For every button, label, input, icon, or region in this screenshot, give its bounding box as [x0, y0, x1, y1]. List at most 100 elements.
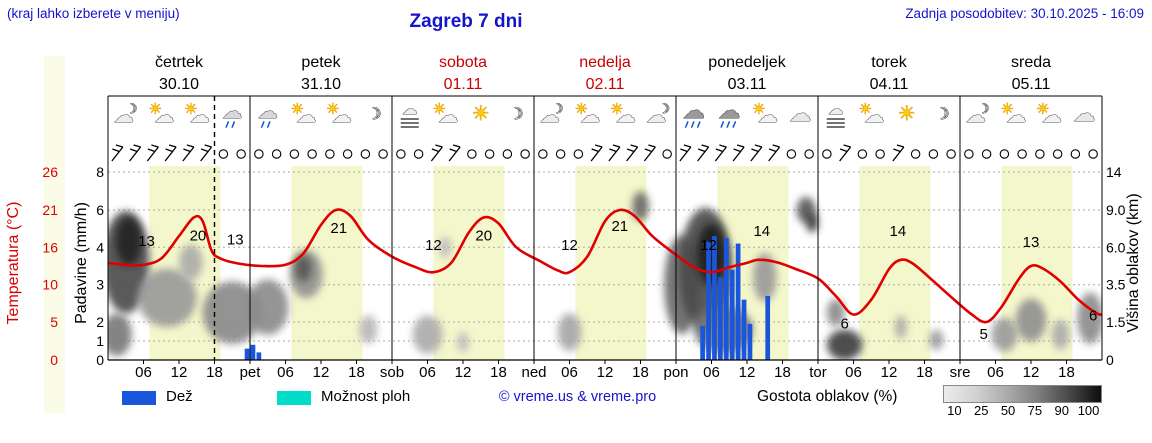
- day-date: 03.11: [728, 76, 767, 93]
- svg-text:6: 6: [96, 202, 104, 218]
- wind-barb-icon: [750, 144, 763, 162]
- svg-text:☁: ☁: [540, 105, 560, 127]
- svg-text:8: 8: [96, 164, 104, 180]
- wind-barb-icon: [732, 144, 745, 162]
- calm-wind-icon: [360, 149, 371, 159]
- wind-barb-icon: [200, 144, 213, 162]
- day-headers: četrtek 30.10 petek 31.10 sobota 01.11 nedelja…: [155, 54, 1051, 93]
- calm-wind-icon: [875, 149, 885, 159]
- svg-text:☽: ☽: [126, 101, 138, 116]
- calm-wind-icon: [1017, 149, 1027, 159]
- sun-cloud-icon: ☀☁: [1000, 101, 1027, 128]
- day-date: 04.11: [870, 76, 909, 93]
- cloud-density-tick: 50: [1000, 403, 1016, 418]
- rain-bars: [244, 236, 771, 360]
- cloud-density-tick: 90: [1054, 403, 1069, 418]
- calm-wind-icon: [467, 149, 477, 159]
- svg-text:☁: ☁: [190, 105, 210, 127]
- svg-text:18: 18: [632, 364, 649, 381]
- wind-barb-icon: [590, 144, 603, 162]
- calm-wind-icon: [573, 149, 584, 159]
- day-name: sreda: [1011, 54, 1051, 71]
- temperature-labels: 13 20 13 21 12 20 12 21 12 14 6 14 5 13 6: [138, 218, 1097, 343]
- svg-text:☁: ☁: [580, 105, 600, 127]
- svg-text:☀: ☀: [898, 103, 916, 125]
- wind-barb-icon: [608, 144, 621, 162]
- svg-text:13: 13: [227, 232, 244, 249]
- svg-text:☁: ☁: [222, 101, 242, 123]
- moon-cloud-icon: ☽☁: [113, 101, 138, 128]
- sun-cloud-icon: ☀☁: [290, 101, 317, 128]
- svg-text:☀: ☀: [610, 101, 623, 118]
- svg-text:1: 1: [96, 333, 104, 349]
- calm-wind-icon: [325, 149, 335, 159]
- svg-text:☁: ☁: [646, 105, 666, 127]
- cloud-rain-icon: ☁: [257, 101, 278, 128]
- calm-wind-icon: [342, 149, 353, 159]
- svg-text:pon: pon: [663, 364, 688, 381]
- rain-legend-swatch: [122, 391, 156, 405]
- calm-wind-icon: [396, 149, 406, 159]
- svg-text:18: 18: [774, 364, 791, 381]
- sun-cloud-icon: ☀☁: [184, 101, 211, 128]
- rain-legend-label: Dež: [166, 388, 193, 405]
- calm-wind-icon: [484, 149, 495, 159]
- cloud-density-tick: 100: [1077, 403, 1100, 418]
- wind-barb-icon: [643, 144, 656, 162]
- svg-text:☁: ☁: [1042, 105, 1062, 127]
- svg-text:☀: ☀: [184, 101, 197, 118]
- svg-text:06: 06: [277, 364, 294, 381]
- svg-text:12: 12: [597, 364, 614, 381]
- wind-barb-icon: [679, 144, 692, 162]
- svg-text:☁: ☁: [1006, 105, 1026, 127]
- credit-link[interactable]: © vreme.us & vreme.pro: [498, 389, 657, 405]
- calm-wind-icon: [662, 149, 672, 159]
- calm-wind-icon: [857, 149, 868, 159]
- svg-text:18: 18: [348, 364, 365, 381]
- calm-wind-icon: [236, 149, 246, 159]
- svg-text:0: 0: [1106, 352, 1114, 368]
- svg-text:0: 0: [50, 352, 58, 368]
- svg-text:☀: ☀: [291, 101, 304, 118]
- svg-text:20: 20: [475, 227, 492, 244]
- svg-text:12: 12: [171, 364, 188, 381]
- cloud-icon: ☁: [1073, 101, 1096, 127]
- svg-text:18: 18: [1058, 364, 1075, 381]
- calm-wind-icon: [555, 149, 566, 159]
- calm-wind-icon: [502, 149, 513, 159]
- svg-text:06: 06: [987, 364, 1004, 381]
- svg-text:☁: ☁: [258, 101, 278, 123]
- calm-wind-icon: [999, 149, 1010, 159]
- temperature-curve: [108, 208, 1102, 324]
- svg-text:Padavine (mm/h): Padavine (mm/h): [73, 202, 90, 324]
- weather-icons-row: ☽☁ ☀☁ ☀☁ ☁ ☁ ☀☁ ☀☁ ☽ ☁ ☀☁ ☀ ☽ ☽☁ ☀☁ ☀☁ ☽☁ ☁ ☁ ☀☁ ☁ ☁ ☀☁ ☀ ☽ ☽☁ ☀☁…: [113, 98, 1096, 128]
- svg-text:☽: ☽: [935, 106, 949, 123]
- svg-text:5: 5: [50, 314, 58, 330]
- svg-text:6: 6: [840, 316, 848, 333]
- svg-text:☀: ☀: [1001, 101, 1014, 118]
- cloud-density-tick: 10: [947, 403, 962, 418]
- day-date: 05.11: [1012, 76, 1051, 93]
- wind-barb-icon: [182, 144, 195, 162]
- wind-barb-icon: [448, 144, 461, 162]
- calm-wind-icon: [307, 149, 317, 159]
- svg-text:☽: ☽: [658, 101, 670, 116]
- sun-cloud-icon: ☀☁: [148, 101, 175, 128]
- svg-text:9.0: 9.0: [1106, 202, 1126, 218]
- calm-wind-icon: [964, 149, 974, 159]
- svg-text:☁: ☁: [616, 105, 636, 127]
- wind-barb-icon: [714, 144, 727, 162]
- sun-icon: ☀: [471, 103, 490, 126]
- day-name: četrtek: [155, 54, 204, 71]
- svg-text:13: 13: [1023, 234, 1040, 251]
- cloud-density-ticks: 10 25 50 75 90 100: [941, 403, 1102, 418]
- wind-barb-icon: [111, 144, 124, 162]
- svg-text:12: 12: [739, 364, 756, 381]
- cloud-rain-icon: ☁: [222, 101, 243, 128]
- svg-text:☁: ☁: [114, 105, 134, 127]
- calm-wind-icon: [910, 149, 921, 159]
- rain-icon: ☁: [718, 98, 741, 128]
- moon-icon: ☽: [367, 106, 382, 124]
